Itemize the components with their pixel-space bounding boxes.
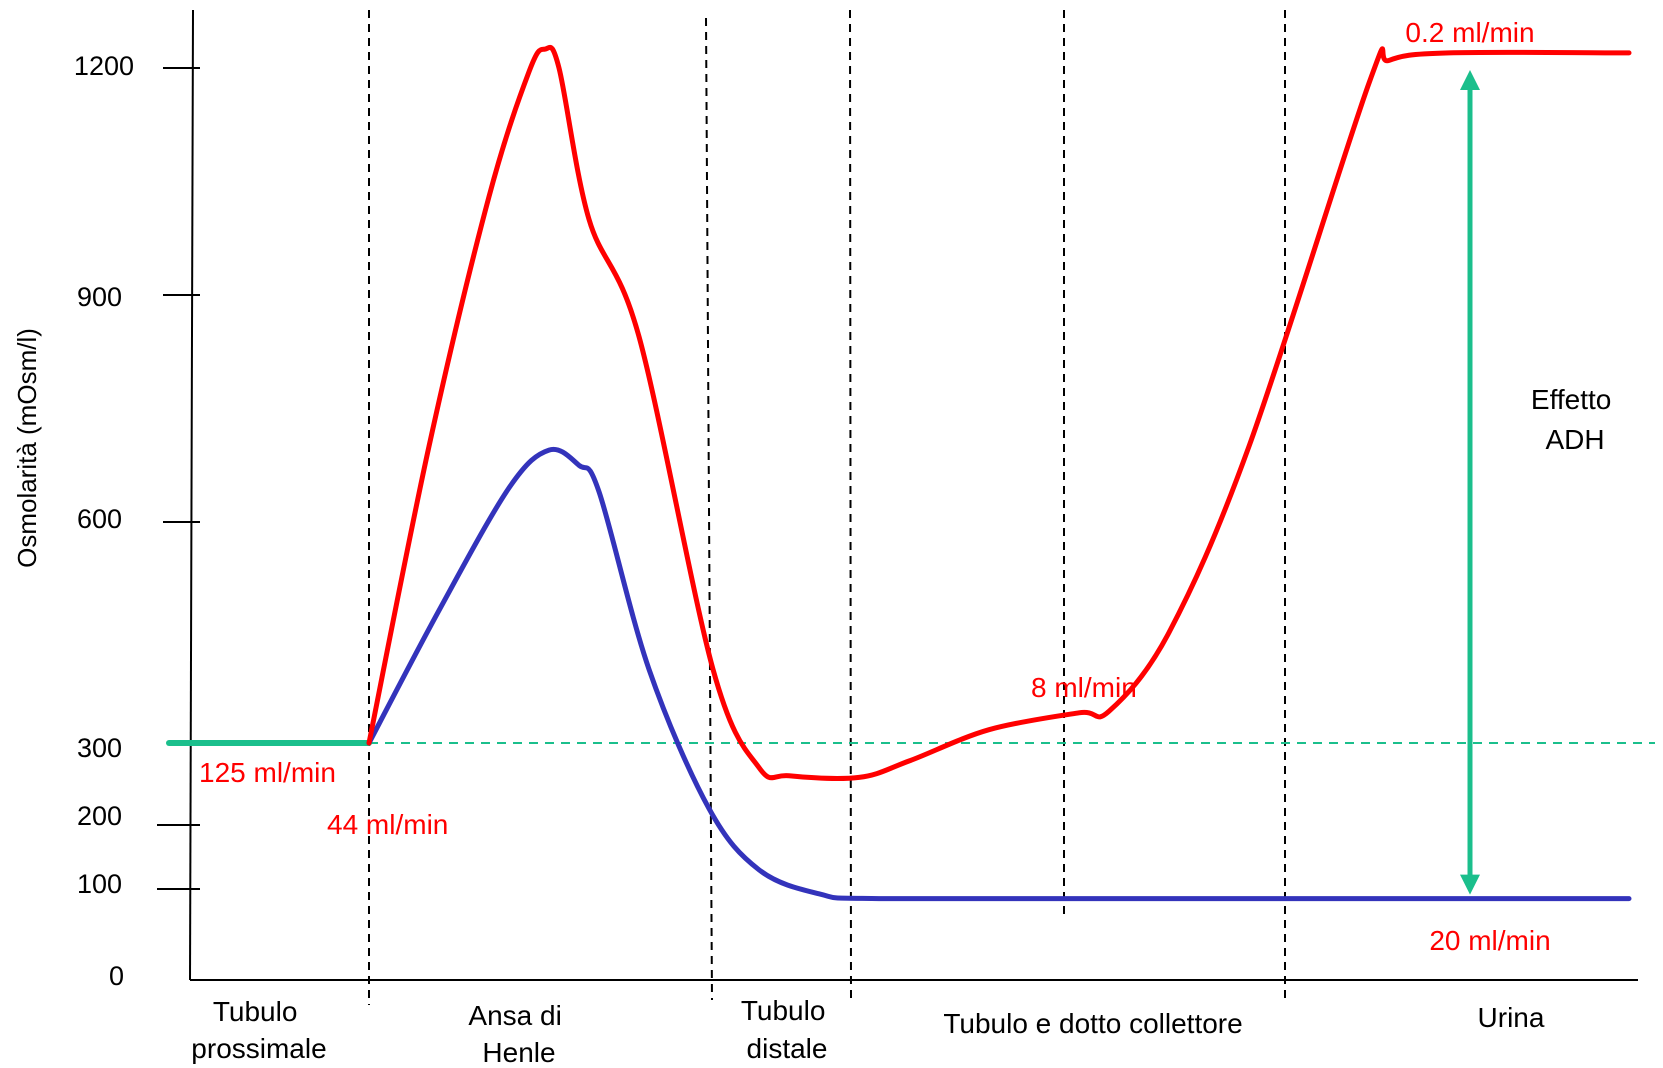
y-tick-label: 100 — [77, 869, 122, 899]
y-tick-label: 200 — [77, 801, 122, 831]
adh-annotation: Effetto ADH — [1531, 384, 1619, 455]
adh-annotation-line: Effetto — [1531, 384, 1611, 415]
divider-henle-distal — [705, 17, 713, 1001]
y-tick-label: 0 — [109, 961, 124, 991]
segment-labels: Tubulo prossimale Ansa di Henle Tubulo d… — [191, 995, 1545, 1068]
y-tick-label: 1200 — [74, 51, 134, 81]
flow-label-urine-concentrated: 0.2 ml/min — [1405, 17, 1534, 48]
segment-label-line: Tubulo — [741, 995, 826, 1026]
y-tick-label: 300 — [77, 733, 122, 763]
segment-label-urine: Urina — [1478, 1002, 1545, 1033]
adh-annotation-line: ADH — [1545, 424, 1604, 455]
segment-label-proximal: Tubulo prossimale — [191, 996, 326, 1064]
segment-label-line: Henle — [482, 1037, 555, 1068]
segment-label-collecting: Tubulo e dotto collettore — [943, 1008, 1242, 1039]
segment-label-distal: Tubulo distale — [741, 995, 833, 1064]
y-axis-title: Osmolarità (mOsm/l) — [12, 328, 42, 568]
flow-label-collecting: 8 ml/min — [1031, 672, 1137, 703]
segment-label-line: distale — [747, 1033, 828, 1064]
segment-label-line: prossimale — [191, 1033, 326, 1064]
flow-label-urine-dilute: 20 ml/min — [1429, 925, 1550, 956]
series-line-high-adh — [366, 44, 1632, 781]
segment-label-line: Tubulo — [213, 996, 298, 1027]
y-ticks: 1200 900 600 300 200 100 0 — [74, 51, 200, 991]
divider-distal-collecting — [849, 9, 852, 1001]
y-axis — [189, 9, 194, 981]
segment-label-henle: Ansa di Henle — [468, 1000, 569, 1068]
y-tick-label: 600 — [77, 504, 122, 534]
series-line-low-adh — [366, 446, 1632, 902]
segment-dividers — [368, 9, 1286, 1005]
y-tick-label: 900 — [77, 282, 122, 312]
flow-label-henle-start: 44 ml/min — [327, 809, 448, 840]
flow-label-proximal: 125 ml/min — [199, 757, 336, 788]
segment-label-line: Ansa di — [468, 1000, 561, 1031]
